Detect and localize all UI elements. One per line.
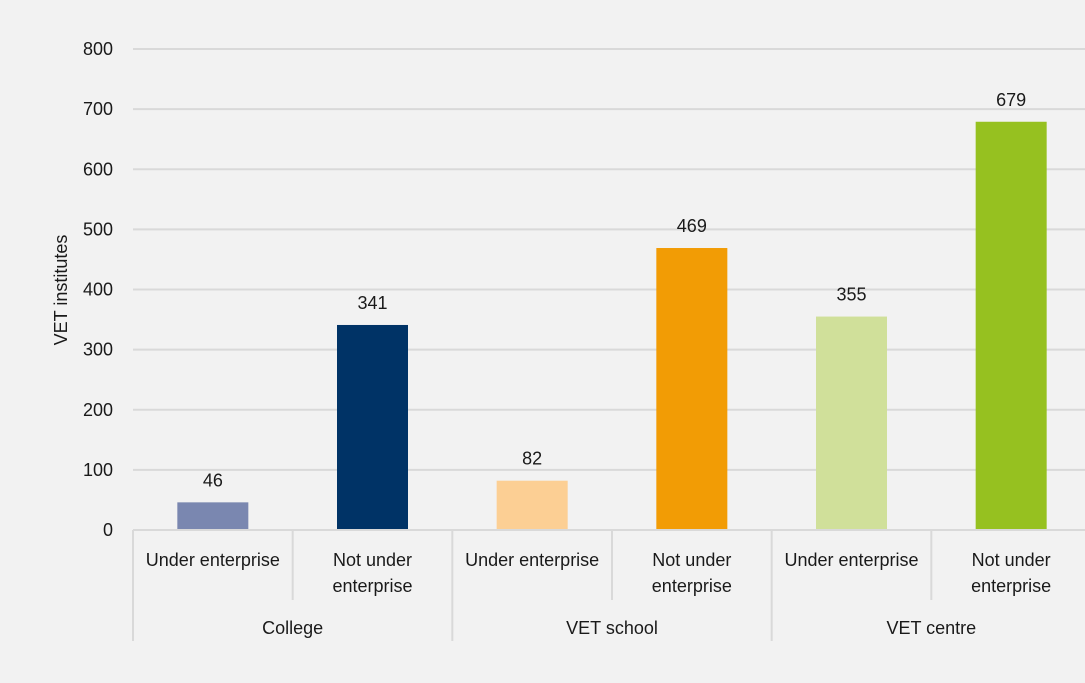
category-label-line: enterprise	[652, 576, 732, 596]
category-label: Not under enterprise	[652, 550, 732, 596]
category-label-line: Not under	[972, 550, 1051, 570]
group-label: VET school	[566, 618, 658, 638]
bar	[816, 316, 887, 529]
x-axis: Under enterprise Not under enterprise Colle…	[132, 529, 1085, 641]
category-label: Under enterprise	[146, 550, 280, 570]
y-tick-label: 600	[83, 159, 113, 179]
y-axis-label: VET institutes	[51, 235, 71, 346]
y-tick-label: 200	[83, 400, 113, 420]
y-tick-label: 300	[83, 340, 113, 360]
category-label-line: Not under	[333, 550, 412, 570]
category-label: Not under enterprise	[332, 550, 412, 596]
data-label: 46	[203, 470, 223, 490]
category-label: Under enterprise	[784, 550, 918, 570]
category-label: Under enterprise	[465, 550, 599, 570]
bars: 46 341 82 469 355 679	[177, 90, 1047, 530]
data-label: 469	[677, 216, 707, 236]
y-tick-label: 100	[83, 460, 113, 480]
group-label: VET centre	[886, 618, 976, 638]
y-axis-ticks: 0 100 200 300 400 500 600 700 800	[83, 39, 113, 540]
category-label-line: Not under	[652, 550, 731, 570]
y-tick-label: 800	[83, 39, 113, 59]
bar	[656, 248, 728, 530]
gridlines	[133, 48, 1085, 471]
bar	[496, 480, 568, 529]
y-tick-label: 0	[103, 520, 113, 540]
category-label: Not under enterprise	[971, 550, 1051, 596]
group-label: College	[262, 618, 323, 638]
bar	[975, 121, 1047, 529]
data-label: 679	[996, 90, 1026, 110]
y-tick-label: 500	[83, 219, 113, 239]
category-label-line: enterprise	[971, 576, 1051, 596]
y-tick-label: 400	[83, 280, 113, 300]
y-tick-label: 700	[83, 99, 113, 119]
data-label: 355	[836, 285, 866, 305]
bar	[177, 502, 249, 529]
category-label-line: enterprise	[332, 576, 412, 596]
data-label: 341	[357, 293, 387, 313]
bar	[337, 324, 408, 529]
data-label: 82	[522, 449, 542, 469]
